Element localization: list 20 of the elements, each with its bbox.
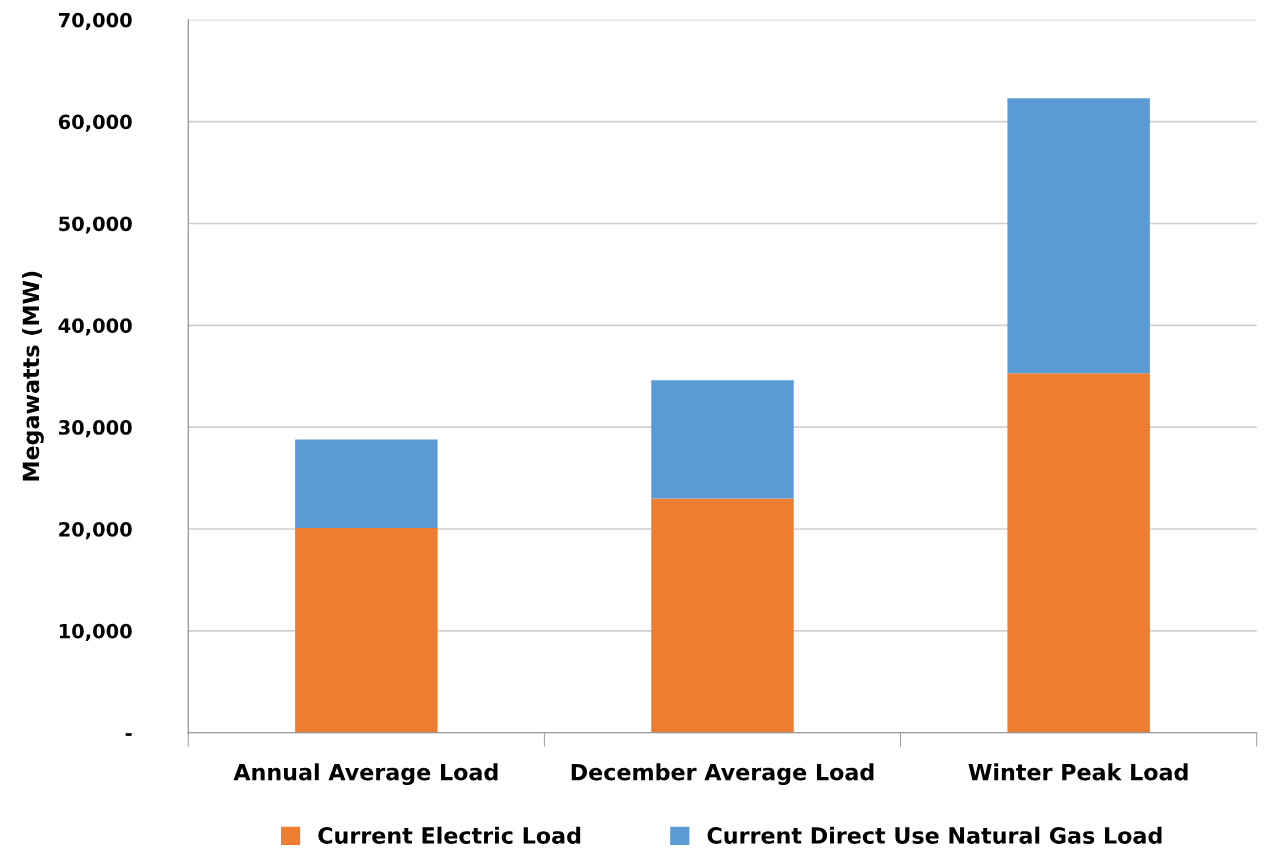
- x-tick-label: December Average Load: [571, 763, 874, 785]
- y-tick-label: 10,000: [59, 623, 132, 642]
- bar: [651, 498, 794, 733]
- bar: [295, 439, 438, 528]
- x-tick-label: Winter Peak Load: [968, 763, 1188, 781]
- y-tick-label: 60,000: [58, 114, 132, 132]
- bar: [1007, 98, 1150, 374]
- bar: [1007, 373, 1150, 733]
- y-axis-title: Megawatts (MW): [22, 271, 44, 481]
- y-tick-label: 40,000: [58, 318, 132, 336]
- bar: [295, 528, 438, 733]
- x-tick-label: Annual Average Load: [233, 763, 498, 785]
- y-tick-label: 20,000: [59, 521, 132, 540]
- bar: [651, 380, 794, 499]
- y-tick-label: -: [125, 733, 132, 736]
- y-tick-label: 30,000: [58, 420, 132, 438]
- legend-label: Current Electric Load: [318, 826, 581, 844]
- y-tick-label: 70,000: [58, 12, 132, 30]
- y-tick-label: 50,000: [59, 216, 132, 234]
- legend-label: Current Direct Use Natural Gas Load: [707, 826, 1162, 844]
